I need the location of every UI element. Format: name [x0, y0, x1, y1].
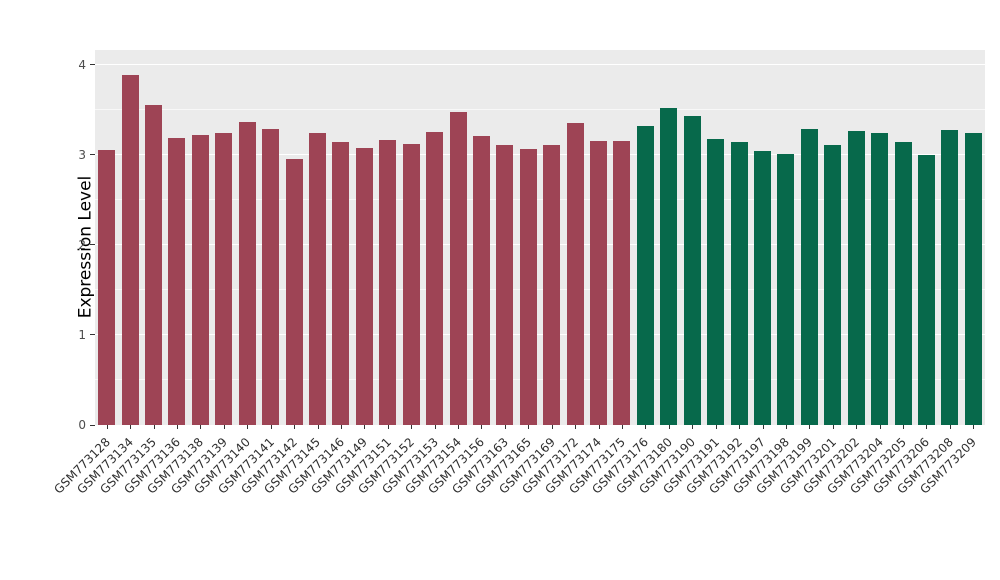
bar [800, 128, 818, 425]
minor-gridline [95, 289, 985, 290]
y-tick-mark [90, 154, 95, 156]
x-tick-mark [364, 425, 366, 429]
bar [613, 140, 631, 425]
x-tick-mark [200, 425, 202, 429]
bar [496, 145, 514, 425]
x-tick-mark [223, 425, 225, 429]
bar [332, 142, 350, 425]
x-tick-mark [973, 425, 975, 429]
bar [894, 141, 912, 425]
bar [636, 126, 654, 425]
x-tick-mark [106, 425, 108, 429]
x-tick-mark [528, 425, 530, 429]
bar [145, 104, 163, 425]
x-tick-mark [903, 425, 905, 429]
x-tick-mark [153, 425, 155, 429]
x-tick-mark [317, 425, 319, 429]
bar [121, 74, 139, 425]
bar [309, 132, 326, 425]
bar [683, 116, 701, 425]
x-tick-mark [598, 425, 600, 429]
x-tick-mark [621, 425, 623, 429]
y-tick-mark [90, 244, 95, 246]
minor-gridline [95, 109, 985, 110]
bar [754, 150, 771, 425]
x-tick-mark [809, 425, 811, 429]
y-tick-mark [90, 64, 95, 66]
minor-gridline [95, 379, 985, 380]
y-tick-label: 3 [78, 147, 86, 162]
x-tick-mark [551, 425, 553, 429]
bar [191, 135, 209, 425]
bar [379, 139, 397, 425]
x-tick-mark [411, 425, 413, 429]
minor-gridline [95, 199, 985, 200]
bar [449, 111, 467, 425]
bar [168, 137, 186, 425]
x-tick-mark [481, 425, 483, 429]
bar [917, 155, 935, 425]
bar [660, 108, 678, 425]
bar [519, 148, 537, 425]
bar [871, 132, 889, 425]
bar [402, 144, 420, 425]
x-tick-mark [458, 425, 460, 429]
y-tick-mark [90, 334, 95, 336]
bar [964, 133, 982, 425]
bar [941, 129, 959, 425]
x-tick-mark [785, 425, 787, 429]
x-tick-mark [575, 425, 577, 429]
x-tick-mark [715, 425, 717, 429]
x-tick-mark [270, 425, 272, 429]
x-tick-mark [692, 425, 694, 429]
major-gridline [95, 243, 985, 245]
x-tick-mark [949, 425, 951, 429]
major-gridline [95, 153, 985, 155]
y-tick-mark [90, 424, 95, 426]
bar [777, 154, 795, 425]
bar [590, 140, 608, 425]
bar [824, 145, 842, 425]
y-tick-label: 0 [78, 418, 86, 432]
x-tick-mark [926, 425, 928, 429]
bar [238, 121, 256, 425]
bar [566, 122, 584, 425]
bar [707, 138, 725, 425]
x-tick-mark [434, 425, 436, 429]
bar [285, 158, 303, 425]
bar [262, 128, 280, 425]
x-tick-mark [130, 425, 132, 429]
bar [98, 149, 116, 425]
bar [355, 147, 373, 425]
x-tick-mark [668, 425, 670, 429]
bar [426, 131, 444, 425]
bar [847, 130, 865, 425]
x-tick-mark [504, 425, 506, 429]
x-tick-mark [739, 425, 741, 429]
plot-panel [95, 50, 985, 425]
major-gridline [95, 63, 985, 65]
bar [472, 136, 490, 425]
x-tick-mark [247, 425, 249, 429]
major-gridline [95, 333, 985, 335]
x-tick-mark [340, 425, 342, 429]
x-tick-mark [387, 425, 389, 429]
x-tick-mark [294, 425, 296, 429]
y-tick-label: 2 [78, 237, 86, 252]
x-tick-mark [645, 425, 647, 429]
x-tick-mark [762, 425, 764, 429]
bar [543, 145, 561, 425]
x-tick-mark [832, 425, 834, 429]
y-tick-label: 4 [78, 57, 86, 72]
x-tick-mark [879, 425, 881, 429]
bar [730, 142, 748, 425]
bar [215, 133, 233, 425]
x-tick-mark [176, 425, 178, 429]
x-tick-mark [856, 425, 858, 429]
y-tick-label: 1 [78, 327, 86, 342]
